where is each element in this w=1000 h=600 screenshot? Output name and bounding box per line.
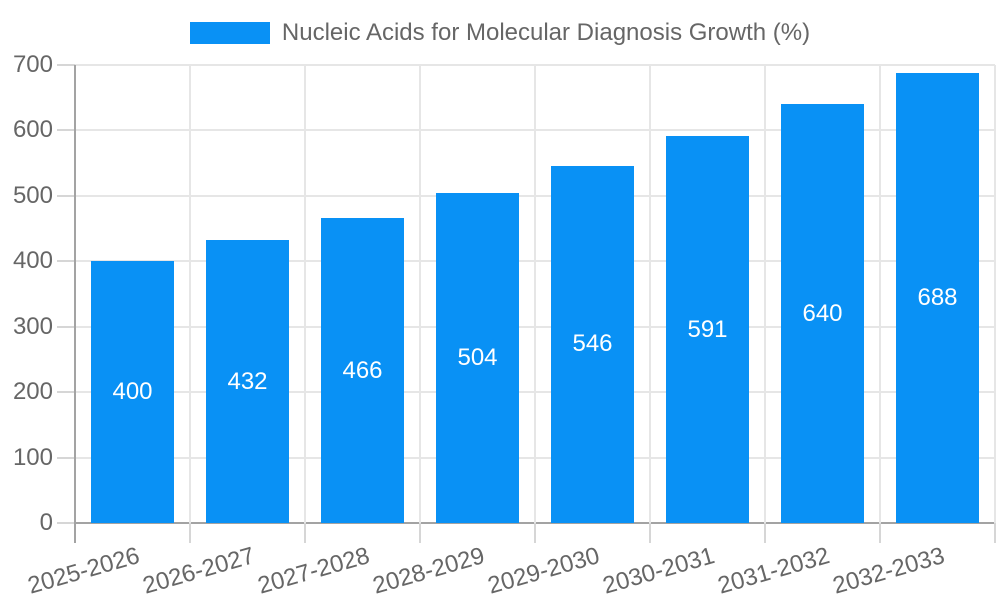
x-gridline [764, 65, 766, 523]
x-axis-tick-mark [879, 523, 881, 543]
x-gridline [419, 65, 421, 523]
y-axis-tick-mark [57, 456, 75, 459]
legend-label: Nucleic Acids for Molecular Diagnosis Gr… [281, 19, 811, 46]
y-axis-tick-mark [57, 260, 75, 263]
y-axis-tick-label: 300 [12, 312, 53, 340]
x-gridline [189, 65, 191, 523]
x-axis-tick-label: 2029-2030 [484, 542, 603, 600]
x-axis-tick-mark [649, 523, 651, 543]
x-axis-tick-mark [304, 523, 306, 543]
y-axis-line [74, 65, 76, 523]
bar[interactable] [206, 240, 289, 523]
x-axis-tick-mark [994, 523, 996, 543]
y-axis-tick-mark [57, 64, 75, 66]
x-axis-tick-mark [764, 523, 766, 543]
y-axis-tick-mark [57, 391, 75, 394]
x-axis-tick-label: 2025-2026 [24, 542, 143, 600]
bar[interactable] [896, 72, 979, 523]
bar[interactable] [551, 165, 634, 523]
x-axis-tick-mark [534, 523, 536, 543]
y-axis-tick-label: 0 [39, 509, 53, 536]
x-gridline [304, 65, 306, 523]
bar[interactable] [666, 136, 749, 523]
x-axis-tick-label: 2031-2032 [714, 542, 833, 600]
x-axis-tick-mark [189, 523, 191, 543]
bar[interactable] [781, 104, 864, 523]
x-axis-tick-mark [419, 523, 421, 543]
x-gridline [534, 65, 536, 523]
y-axis-tick-label: 500 [12, 181, 53, 209]
y-axis-tick-mark [57, 522, 75, 524]
x-axis-tick-label: 2026-2027 [139, 542, 258, 600]
x-gridline [994, 65, 996, 523]
x-axis-tick-mark [74, 523, 76, 543]
x-axis-tick-label: 2028-2029 [369, 542, 488, 600]
x-axis-tick-label: 2032-2033 [829, 542, 948, 600]
y-axis-tick-label: 600 [12, 116, 53, 144]
y-axis-tick-mark [57, 129, 75, 132]
x-gridline [649, 65, 651, 523]
x-axis-tick-label: 2027-2028 [254, 542, 373, 600]
chart-legend[interactable]: Nucleic Acids for Molecular Diagnosis Gr… [0, 20, 1000, 46]
y-axis-tick-label: 400 [12, 247, 53, 275]
y-axis-tick-label: 200 [12, 378, 53, 406]
x-axis-tick-label: 2030-2031 [599, 542, 718, 600]
bar[interactable] [321, 218, 404, 523]
x-gridline [879, 65, 881, 523]
y-axis-tick-label: 100 [12, 443, 53, 471]
y-axis-tick-label: 700 [12, 51, 53, 78]
bar[interactable] [436, 193, 519, 523]
legend-swatch [189, 22, 270, 44]
y-axis-tick-mark [57, 194, 75, 197]
y-axis-tick-mark [57, 325, 75, 328]
bar[interactable] [91, 261, 174, 523]
